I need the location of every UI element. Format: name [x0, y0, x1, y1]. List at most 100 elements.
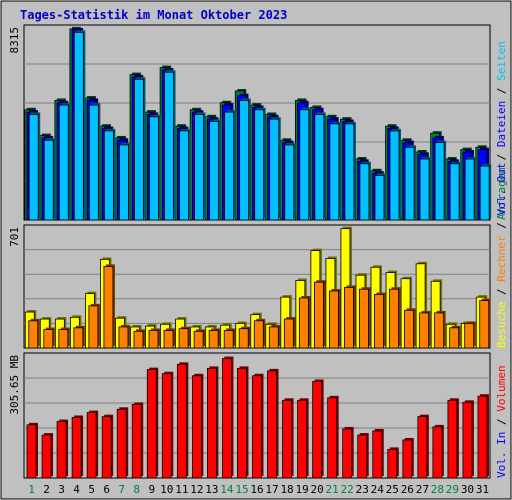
y-max-label: 701: [8, 227, 21, 247]
bar-face: [404, 146, 415, 221]
bar-face: [119, 144, 129, 221]
day-label-3: 3: [58, 483, 65, 496]
bar-face: [313, 281, 324, 349]
bar-face: [149, 116, 159, 221]
bar-face: [101, 416, 112, 479]
day-label-14: 14: [220, 483, 234, 496]
bar-face: [224, 111, 235, 221]
bar-face: [238, 328, 249, 349]
bar-seiten-day-6: [103, 128, 116, 221]
bar-face: [86, 412, 97, 479]
bar-face: [73, 327, 84, 349]
bar-face: [432, 426, 443, 479]
bar-rechner-day-30: [464, 321, 476, 349]
day-label-30: 30: [461, 483, 474, 496]
bar-volumen-day-10: [161, 371, 174, 479]
bar-face: [223, 330, 234, 349]
bar-face: [176, 363, 187, 479]
bar-face: [447, 399, 458, 479]
bar-volumen-day-29: [447, 398, 459, 479]
bar-seiten-day-22: [344, 121, 356, 221]
bar-seiten-day-3: [58, 103, 71, 221]
bar-face: [133, 330, 144, 349]
bar-face: [28, 320, 39, 349]
bar-face: [372, 430, 383, 479]
bar-face: [329, 290, 339, 349]
bar-volumen-day-1: [26, 422, 39, 479]
day-label-16: 16: [250, 483, 263, 496]
day-label-4: 4: [73, 483, 80, 496]
bar-face: [116, 408, 127, 479]
bar-rechner-day-19: [298, 295, 311, 349]
bar-rechner-day-16: [253, 318, 266, 349]
bar-face: [404, 309, 414, 349]
legend-part: /: [495, 81, 508, 101]
bar-seiten-day-9: [149, 114, 161, 221]
bar-face: [374, 175, 385, 221]
bar-volumen-day-14: [222, 356, 234, 479]
bar-volumen-day-11: [176, 362, 189, 479]
day-label-17: 17: [265, 483, 278, 496]
day-label-11: 11: [175, 483, 188, 496]
bar-face: [73, 31, 84, 221]
bar-face: [178, 328, 189, 349]
legend-part: /: [495, 412, 508, 432]
bar-face: [163, 330, 174, 349]
bar-face: [434, 142, 445, 221]
bar-face: [131, 403, 142, 479]
day-labels: 1 2 3 4 5 6 7 8 9 10 11 12 13 14 15 16 17 18 19 20 21 22 23 24 2…: [28, 483, 489, 496]
bar-seiten-day-28: [434, 140, 447, 221]
bar-rechner-day-21: [329, 288, 341, 349]
bar-face: [419, 158, 430, 221]
panel-requests-files-pages: 8315: [8, 24, 492, 221]
legend-part: Volumen: [495, 365, 508, 411]
bar-face: [464, 323, 475, 349]
bar-face: [267, 370, 277, 479]
panel-visits-hosts: 701: [8, 224, 491, 349]
bar-volumen-day-24: [372, 428, 384, 479]
bar-rechner-day-20: [313, 280, 326, 349]
bar-seiten-day-8: [134, 77, 146, 221]
legend-mid: Besuche / Rechner / Vol. Out: [495, 163, 508, 348]
day-label-27: 27: [416, 483, 429, 496]
day-label-20: 20: [311, 483, 324, 496]
bar-seiten-day-13: [209, 119, 221, 221]
bar-face: [26, 424, 37, 479]
bar-face: [88, 305, 99, 349]
bar-volumen-day-19: [297, 398, 309, 479]
bar-face: [449, 163, 460, 221]
bar-rechner-day-12: [193, 329, 206, 349]
bar-volumen-day-25: [387, 447, 399, 479]
day-label-28: 28: [431, 483, 444, 496]
bar-rechner-day-1: [28, 318, 40, 349]
bar-face: [103, 266, 114, 349]
bar-face: [253, 320, 264, 349]
bar-face: [164, 71, 174, 221]
bar-face: [222, 358, 232, 479]
bar-face: [387, 448, 398, 479]
bar-seiten-day-7: [119, 142, 131, 221]
bar-rechner-day-22: [344, 285, 356, 349]
bar-face: [464, 158, 475, 221]
bar-face: [419, 312, 430, 349]
bar-rechner-day-8: [133, 329, 145, 349]
bar-face: [118, 326, 129, 349]
bar-face: [359, 163, 370, 221]
day-label-29: 29: [446, 483, 459, 496]
bar-rechner-day-23: [359, 287, 371, 349]
legend-part: Besuche: [495, 302, 508, 348]
bar-seiten-day-16: [254, 107, 266, 221]
bar-face: [299, 109, 310, 221]
day-label-9: 9: [148, 483, 155, 496]
bar-face: [148, 330, 159, 349]
bar-face: [254, 109, 265, 221]
day-label-12: 12: [190, 483, 203, 496]
bar-volumen-day-4: [71, 415, 84, 479]
bar-face: [209, 121, 220, 221]
legend-part: /: [495, 216, 508, 236]
bar-seiten-day-5: [88, 103, 101, 221]
bar-face: [134, 78, 144, 221]
bar-rechner-day-11: [178, 326, 191, 349]
bar-face: [191, 375, 202, 479]
bar-rechner-day-9: [148, 328, 161, 349]
